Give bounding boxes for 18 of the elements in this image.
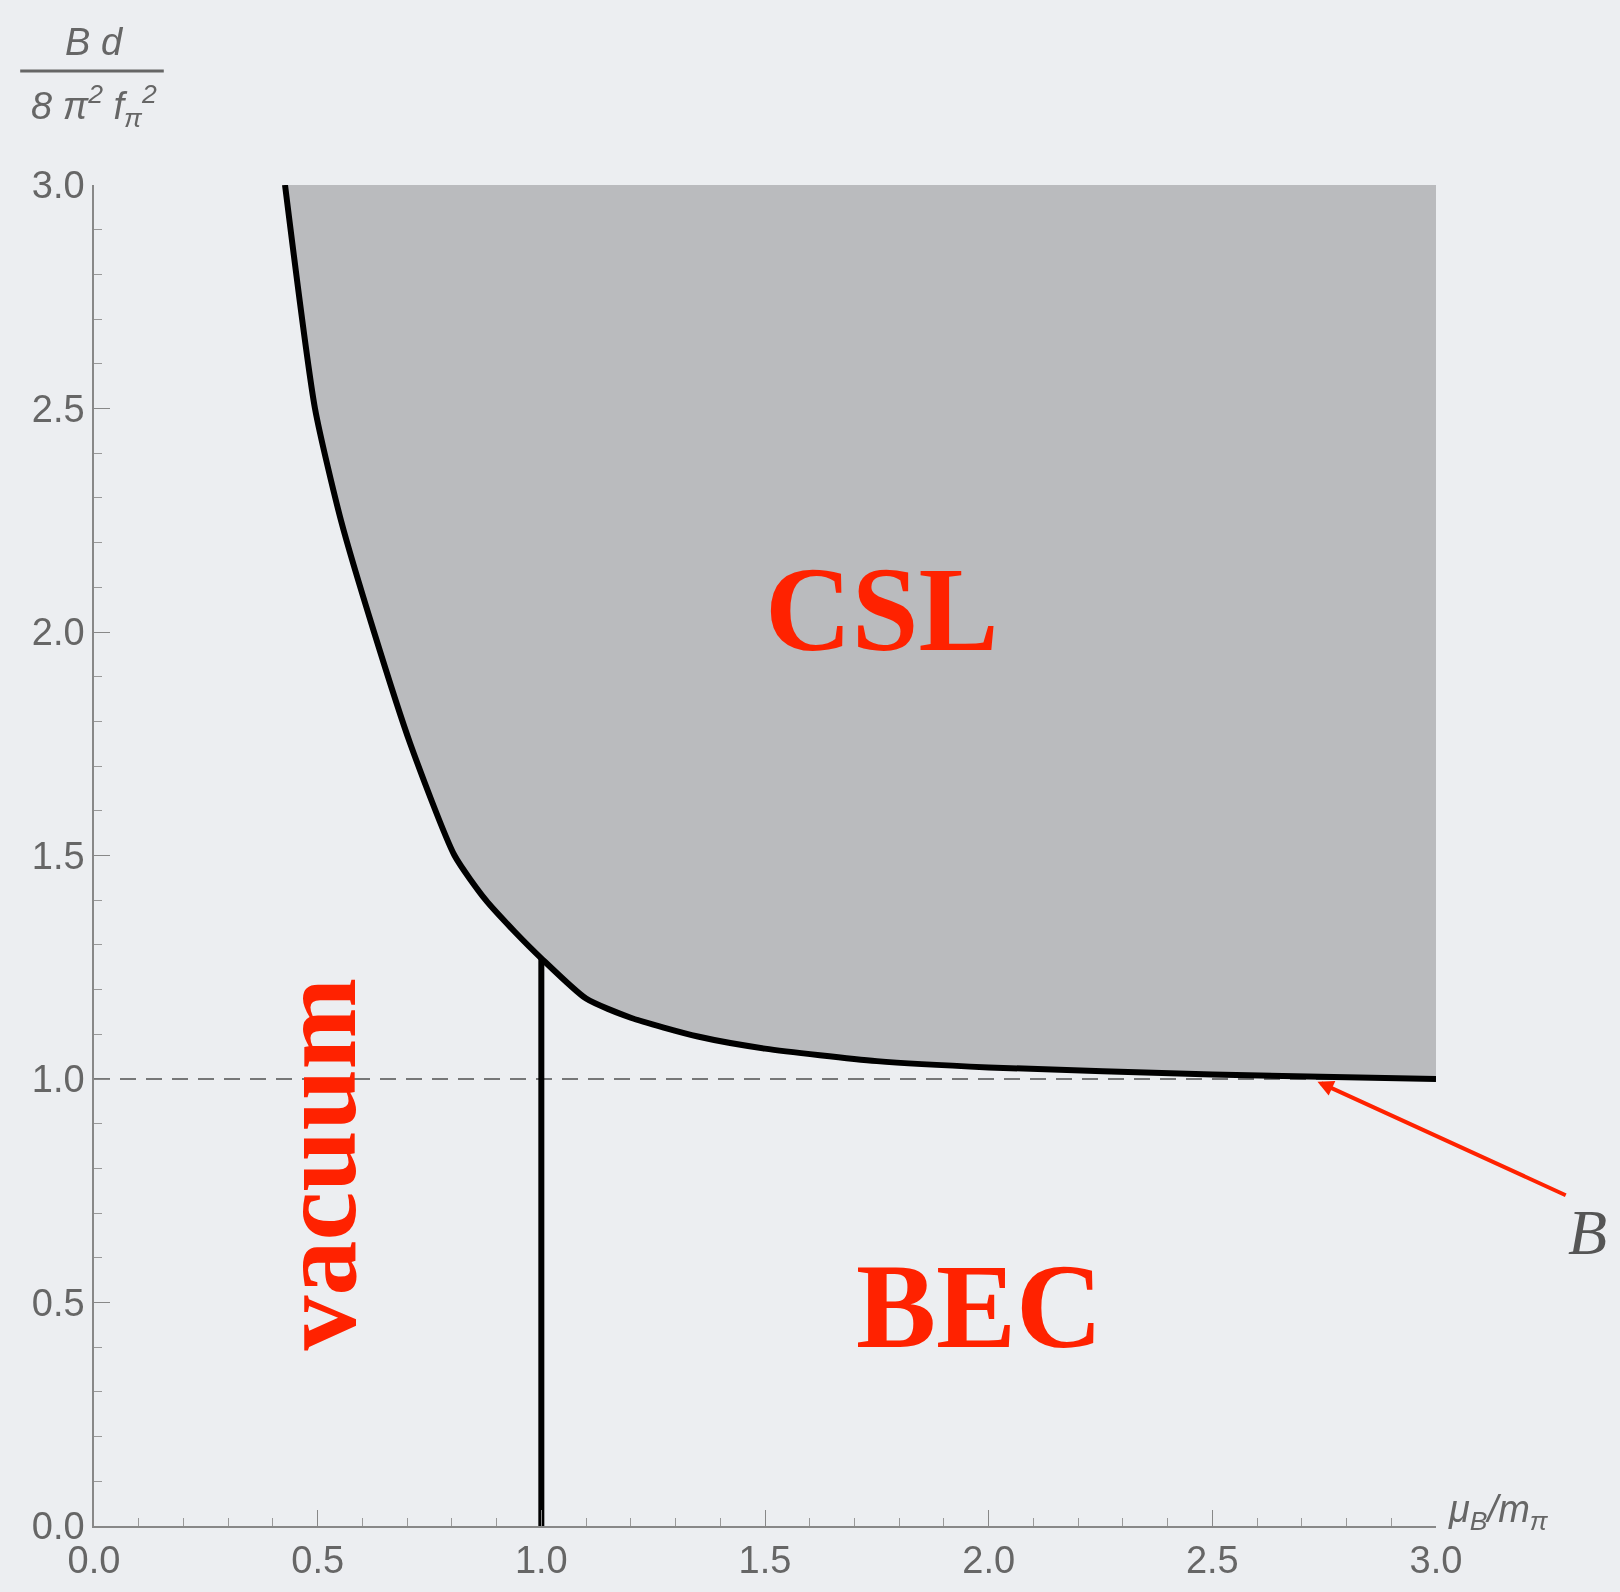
y-tick-label: 2.5 [31,387,85,430]
x-tick-label: 1.0 [514,1539,568,1582]
x-axis-title: μ$_{B}$/m$_{π}$ [1448,1488,1549,1536]
x-tick-label: 0.0 [67,1539,121,1582]
y-tick-label: 0.5 [31,1281,85,1324]
y-tick-label: 1.0 [31,1058,85,1101]
x-tick-label: 2.5 [1185,1539,1239,1582]
annotation: vacuum [256,977,379,1351]
x-tick-label: 1.5 [738,1539,792,1582]
x-tick-label: 0.5 [291,1539,345,1582]
y-tick-label: 2.0 [31,611,85,654]
x-tick-label: 2.0 [962,1539,1016,1582]
y-tick-label: 1.5 [31,834,85,877]
annotation: BEC [856,1240,1103,1373]
annotation: B [1568,1197,1608,1268]
y-tick-label: 3.0 [31,164,85,207]
x-tick-label: 3.0 [1409,1539,1463,1582]
annotation: CSL [765,543,999,676]
